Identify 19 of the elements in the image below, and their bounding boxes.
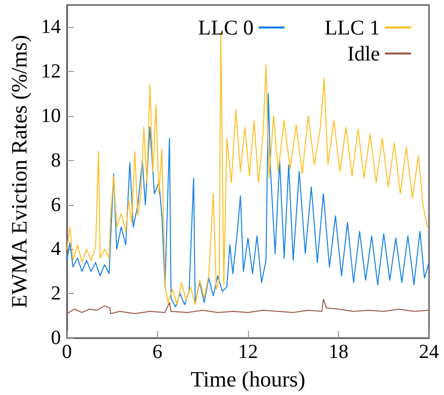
y-axis-title: EWMA Eviction Rates (%/ms) bbox=[6, 34, 32, 308]
x-tick-label: 24 bbox=[419, 341, 439, 363]
y-tick-label: 14 bbox=[40, 16, 61, 38]
y-tick-label: 0 bbox=[50, 327, 61, 349]
line-series bbox=[66, 298, 430, 314]
y-tick-label: 12 bbox=[40, 60, 61, 83]
x-tick-label: 12 bbox=[238, 341, 258, 363]
legend-label: LLC 1 bbox=[324, 16, 380, 40]
x-tick-label: 18 bbox=[328, 341, 348, 363]
legend-label: Idle bbox=[347, 42, 380, 66]
legend-label: LLC 0 bbox=[198, 16, 254, 40]
y-tick-label: 8 bbox=[50, 149, 61, 172]
y-tick-label: 2 bbox=[50, 282, 61, 305]
x-tick-label: 6 bbox=[152, 341, 162, 363]
y-tick-label: 6 bbox=[50, 194, 61, 216]
line-series bbox=[66, 93, 430, 308]
y-tick-label: 10 bbox=[40, 105, 61, 127]
y-tick-label: 4 bbox=[50, 238, 61, 260]
x-axis-title: Time (hours) bbox=[190, 366, 306, 392]
